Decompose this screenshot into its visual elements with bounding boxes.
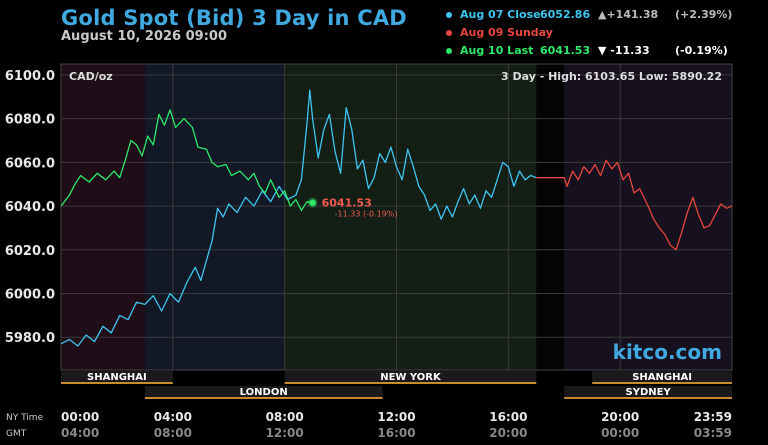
session-bar [284, 371, 537, 383]
x-tick-label-ny: 00:00 [61, 410, 99, 424]
legend-label: Aug 07 Close [460, 8, 541, 21]
session-label: SHANGHAI [87, 372, 147, 383]
session-label: LONDON [240, 387, 288, 398]
y-tick-label: 6080.0 [5, 113, 55, 128]
y-tick-label: 6000.0 [5, 288, 55, 303]
legend-percent: (-0.19%) [675, 44, 728, 57]
legend-label: Aug 10 Last [460, 44, 534, 57]
y-tick-label: 6020.0 [5, 244, 55, 259]
session-label: NEW YORK [380, 372, 442, 383]
session-band [564, 64, 732, 370]
session-band [144, 64, 285, 370]
x-tick-label-ny: 12:00 [377, 410, 415, 424]
legend-change: ▲+141.38 [598, 8, 659, 21]
y-tick-label: 5980.0 [5, 331, 55, 346]
watermark: kitco.com [613, 340, 722, 364]
y-tick-label: 6060.0 [5, 156, 55, 171]
x-tick-label-gmt: 08:00 [154, 426, 192, 440]
legend-marker-icon [446, 48, 452, 54]
session-bar [144, 386, 383, 398]
last-price-value: 6041.53 [322, 197, 372, 210]
session-band [61, 64, 145, 370]
y-tick-label: 6100.0 [5, 69, 55, 84]
chart-title: Gold Spot (Bid) 3 Day in CAD [61, 6, 407, 30]
unit-label: CAD/oz [69, 70, 113, 83]
legend-value: 6041.53 [540, 44, 591, 57]
last-price-marker [309, 199, 316, 206]
series-line [61, 109, 313, 212]
x-tick-label-ny: 16:00 [489, 410, 527, 424]
x-tick-label-gmt: 04:00 [61, 426, 99, 440]
ny-time-label: NY Time [6, 413, 44, 423]
legend-percent: (+2.39%) [675, 8, 733, 21]
session-bar [564, 386, 732, 398]
series-line [536, 159, 732, 251]
gmt-label: GMT [6, 429, 27, 439]
session-label: SHANGHAI [632, 372, 692, 383]
chart-date: August 10, 2026 09:00 [61, 29, 227, 44]
legend-marker-icon [446, 30, 452, 36]
session-bar [592, 371, 732, 383]
x-tick-label-gmt: 03:59 [694, 426, 732, 440]
x-tick-label-ny: 20:00 [601, 410, 639, 424]
plot-border [60, 63, 733, 371]
legend-change: ▼ -11.33 [598, 44, 650, 57]
x-tick-label-gmt: 16:00 [377, 426, 415, 440]
y-tick-label: 6040.0 [5, 200, 55, 215]
x-tick-label-gmt: 12:00 [266, 426, 304, 440]
legend-value: 6052.86 [540, 8, 591, 21]
session-bar [61, 371, 173, 383]
session-band [536, 64, 565, 370]
x-tick-label-ny: 04:00 [154, 410, 192, 424]
x-tick-label-ny: 23:59 [694, 410, 732, 424]
legend-marker-icon [446, 12, 452, 18]
last-price-change: -11.33 (-0.19%) [335, 210, 398, 219]
x-tick-label-gmt: 00:00 [601, 426, 639, 440]
legend-label: Aug 09 Sunday [460, 26, 553, 39]
series-line [61, 89, 537, 347]
session-label: SYDNEY [626, 387, 672, 398]
range-label: 3 Day - High: 6103.65 Low: 5890.22 [501, 70, 722, 83]
x-tick-label-gmt: 20:00 [489, 426, 527, 440]
x-tick-label-ny: 08:00 [266, 410, 304, 424]
session-band [284, 64, 537, 370]
